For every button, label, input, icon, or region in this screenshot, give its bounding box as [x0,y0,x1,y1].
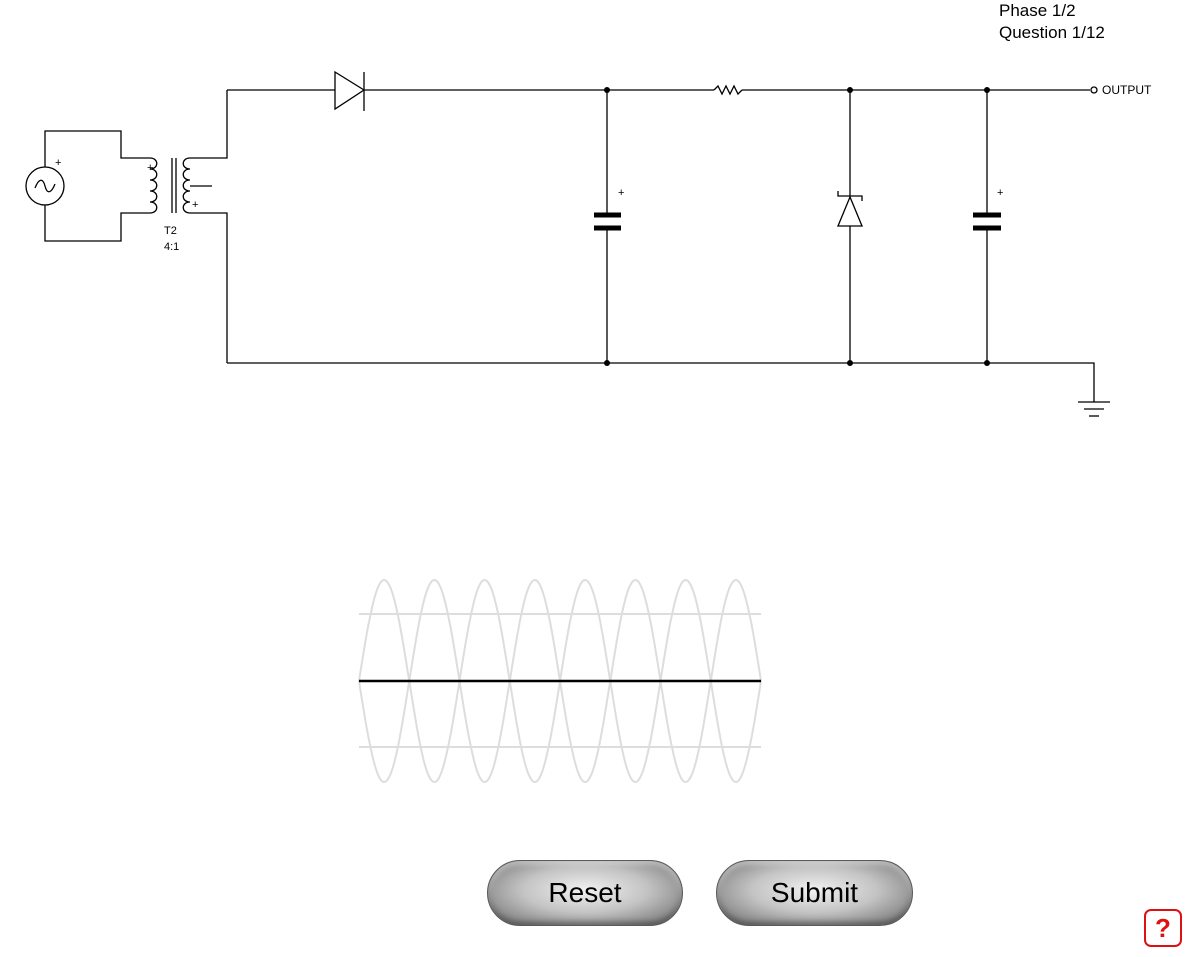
junction-dots [604,87,990,366]
secondary-polarity-mark: + [192,199,198,211]
cap1-polarity-mark: + [618,187,624,199]
primary-polarity-mark: + [147,162,153,174]
ground-symbol [227,362,1110,417]
capacitor-1-symbol [594,90,621,363]
diode-symbol [227,70,714,111]
waveform-area[interactable] [358,578,762,784]
reset-button[interactable]: Reset [487,860,683,926]
phase-counter: Phase 1/2 [999,1,1076,20]
transformer-ratio: 4:1 [164,241,179,253]
capacitor-2-symbol [973,90,1001,363]
help-icon[interactable]: ? [1144,909,1182,947]
submit-button[interactable]: Submit [716,860,913,926]
resistor-symbol [713,84,1098,96]
output-label: OUTPUT [1102,83,1152,97]
transformer-label: T2 [164,225,177,237]
cap2-polarity-mark: + [997,187,1003,199]
zener-diode-symbol [837,90,863,363]
ac-source-symbol [25,130,150,242]
source-polarity-mark: + [55,157,61,169]
progress-indicator: Phase 1/2 Question 1/12 [999,0,1105,44]
question-counter: Question 1/12 [999,23,1105,42]
transformer-symbol [149,90,228,363]
circuit-diagram [25,70,1110,417]
